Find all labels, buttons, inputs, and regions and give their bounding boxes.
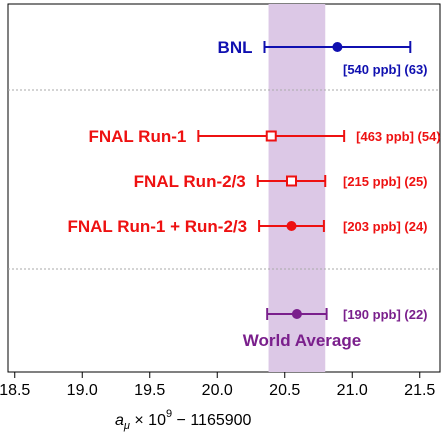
- data-point-square: [286, 175, 297, 187]
- x-tick-label: 21.5: [404, 382, 435, 399]
- x-axis-title-var: a: [115, 412, 124, 429]
- point-label: FNAL Run-1: [88, 127, 186, 146]
- point-annotation: [190 ppb] (22): [343, 307, 428, 322]
- data-row-5: [190 ppb] (22): [266, 307, 428, 322]
- point-annotation: [540 ppb] (63): [343, 62, 428, 77]
- data-point-circle: [286, 221, 297, 231]
- data-row-4: FNAL Run-1 + Run-2/3 [203 ppb] (24): [67, 217, 427, 236]
- x-axis-title-tail: − 1165900: [172, 412, 251, 429]
- data-row-2: FNAL Run-1 [463 ppb] (54): [88, 127, 440, 146]
- x-tick-label: 19.5: [134, 382, 165, 399]
- x-tick-label: 21.0: [337, 382, 368, 399]
- point-label: BNL: [218, 38, 253, 57]
- plot-frame: [7, 3, 441, 373]
- x-axis-title-exp: 9: [166, 408, 172, 420]
- x-tick-label: 18.5: [0, 382, 30, 399]
- point-annotation: [203 ppb] (24): [343, 219, 428, 234]
- x-tick-label: 20.0: [202, 382, 233, 399]
- world-average-label: World Average: [243, 331, 361, 350]
- point-label: FNAL Run-2/3: [134, 172, 246, 191]
- x-axis-title-mult: × 10: [130, 412, 166, 429]
- data-row-1: BNL [540 ppb] (63): [218, 38, 428, 77]
- data-point-square: [265, 130, 277, 142]
- x-axis-title: aμ × 109 − 1165900: [115, 408, 252, 432]
- point-annotation: [463 ppb] (54): [356, 129, 441, 144]
- x-tick-label: 20.5: [269, 382, 300, 399]
- data-point-circle: [291, 309, 302, 319]
- data-point-circle: [332, 42, 343, 52]
- x-axis-title-sub: μ: [123, 420, 130, 432]
- data-row-3: FNAL Run-2/3 [215 ppb] (25): [134, 172, 428, 191]
- point-label: FNAL Run-1 + Run-2/3: [67, 217, 247, 236]
- point-annotation: [215 ppb] (25): [343, 174, 428, 189]
- x-tick-label: 19.0: [67, 382, 98, 399]
